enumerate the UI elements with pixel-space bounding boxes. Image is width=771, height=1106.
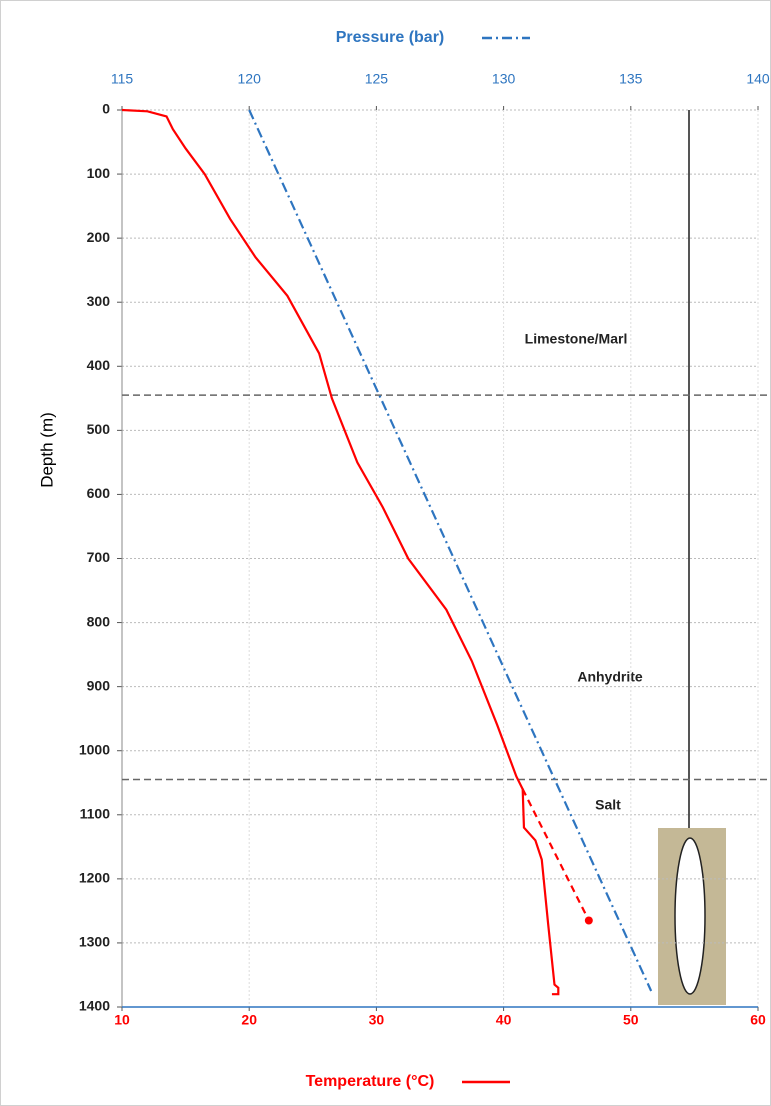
- y-tick-label: 1100: [80, 805, 111, 821]
- legend-label: Pressure (bar): [336, 29, 445, 46]
- y-tick-label: 300: [87, 293, 111, 309]
- x2-tick-label: 130: [492, 71, 516, 87]
- series-marker: [585, 917, 593, 925]
- well-cavern: [675, 838, 705, 994]
- y-tick-label: 1000: [79, 741, 110, 757]
- y-tick-label: 500: [87, 421, 111, 437]
- frame: [1, 1, 771, 1106]
- x2-tick-label: 115: [111, 71, 134, 87]
- legend-label: Temperature (°C): [306, 1073, 435, 1090]
- x-tick-label: 20: [241, 1012, 257, 1028]
- chart: Depth (m) Limestone/Marl Anhydrite Salt …: [0, 0, 771, 1106]
- y-tick-label: 700: [87, 549, 111, 565]
- y-tick-label: 400: [87, 357, 111, 373]
- x2-tick-label: 125: [365, 71, 389, 87]
- page: {"chart_data": { "type": "line", "y_labe…: [0, 0, 771, 1106]
- y-tick-label: 0: [102, 101, 110, 117]
- x2-tick-label: 135: [619, 71, 643, 87]
- y-tick-label: 1200: [79, 870, 110, 886]
- y-tick-label: 900: [87, 677, 111, 693]
- annotation: Anhydrite: [577, 669, 643, 685]
- x-tick-label: 10: [114, 1012, 130, 1028]
- y-tick-label: 200: [87, 229, 111, 245]
- y-axis-title: Depth (m): [37, 412, 56, 488]
- x2-tick-label: 140: [746, 71, 770, 87]
- y-tick-label: 800: [87, 613, 111, 629]
- y-tick-label: 1400: [79, 998, 110, 1014]
- x-tick-label: 60: [750, 1012, 766, 1028]
- y-tick-label: 600: [87, 485, 111, 501]
- y-tick-label: 1300: [79, 934, 110, 950]
- x-tick-label: 40: [496, 1012, 512, 1028]
- x-tick-label: 30: [369, 1012, 385, 1028]
- x-tick-label: 50: [623, 1012, 639, 1028]
- x2-tick-label: 120: [238, 71, 262, 87]
- annotation: Salt: [595, 797, 621, 813]
- y-tick-label: 100: [87, 165, 111, 181]
- annotation: Limestone/Marl: [525, 331, 628, 347]
